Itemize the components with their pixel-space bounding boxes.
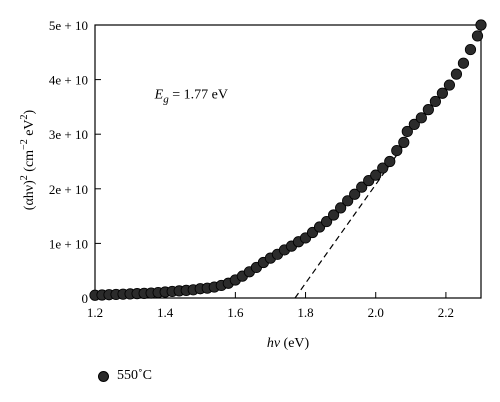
- data-point-0-51: [443, 79, 456, 91]
- legend-marker: [98, 370, 109, 382]
- data-point-0-49: [429, 95, 441, 108]
- data-point-0-45: [401, 125, 413, 138]
- annotation-label: Eg = 1.77 eV: [154, 88, 228, 106]
- y-axis-title: (αhν)2 (cm−2 eV2): [19, 109, 37, 210]
- data-point-0-41: [377, 162, 389, 174]
- data-point-0-54: [464, 43, 477, 56]
- data-point-0-33: [320, 215, 333, 228]
- tangent-line: [294, 144, 405, 299]
- data-point-0-44: [398, 136, 410, 148]
- data-point-0-36: [342, 195, 354, 207]
- data-points: [89, 19, 487, 301]
- y-tick-label-5: 5e + 10: [49, 18, 88, 33]
- x-tick-label-1: 1.4: [157, 305, 174, 320]
- x-axis-title: hν (eV): [267, 336, 310, 351]
- x-tick-label-0: 1.2: [87, 305, 103, 320]
- data-point-0-47: [415, 112, 427, 124]
- data-point-0-52: [450, 68, 463, 80]
- x-tick-label-4: 2.0: [368, 305, 384, 320]
- legend: 550˚C: [98, 368, 152, 384]
- annotation-var: E: [154, 88, 164, 103]
- y-axis: 0 1e + 10 2e + 10 3e + 10 4e + 10 5e + 10: [49, 18, 101, 306]
- data-point-0-48: [422, 104, 434, 116]
- data-point-0-40: [370, 169, 382, 181]
- x-tick-label-3: 1.8: [297, 305, 313, 320]
- y-tick-label-4: 4e + 10: [49, 73, 88, 88]
- y-tick-label-0: 0: [82, 291, 89, 306]
- data-point-0-35: [335, 202, 347, 214]
- y-tick-label-3: 3e + 10: [49, 127, 88, 142]
- x-tick-label-2: 1.6: [227, 305, 244, 320]
- annotation-value: = 1.77 eV: [169, 88, 228, 103]
- data-point-0-46: [408, 118, 420, 130]
- x-tick-label-5: 2.2: [438, 305, 454, 320]
- data-point-0-37: [349, 188, 361, 200]
- y-tick-label-2: 2e + 10: [49, 182, 88, 197]
- data-point-0-42: [384, 155, 396, 168]
- legend-label: 550˚C: [117, 368, 152, 383]
- annotation-sub: g: [163, 94, 169, 106]
- plot-frame: [94, 24, 482, 299]
- data-point-0-43: [391, 144, 403, 157]
- data-point-0-34: [328, 209, 340, 221]
- data-point-0-56: [475, 19, 487, 31]
- y-tick-label-1: 1e + 10: [49, 236, 88, 251]
- data-point-0-53: [457, 57, 470, 69]
- data-point-0-38: [356, 181, 368, 193]
- x-axis: 1.2 1.4 1.6 1.8 2.0 2.2: [87, 292, 454, 320]
- data-point-0-55: [471, 30, 484, 42]
- data-point-0-50: [436, 87, 448, 99]
